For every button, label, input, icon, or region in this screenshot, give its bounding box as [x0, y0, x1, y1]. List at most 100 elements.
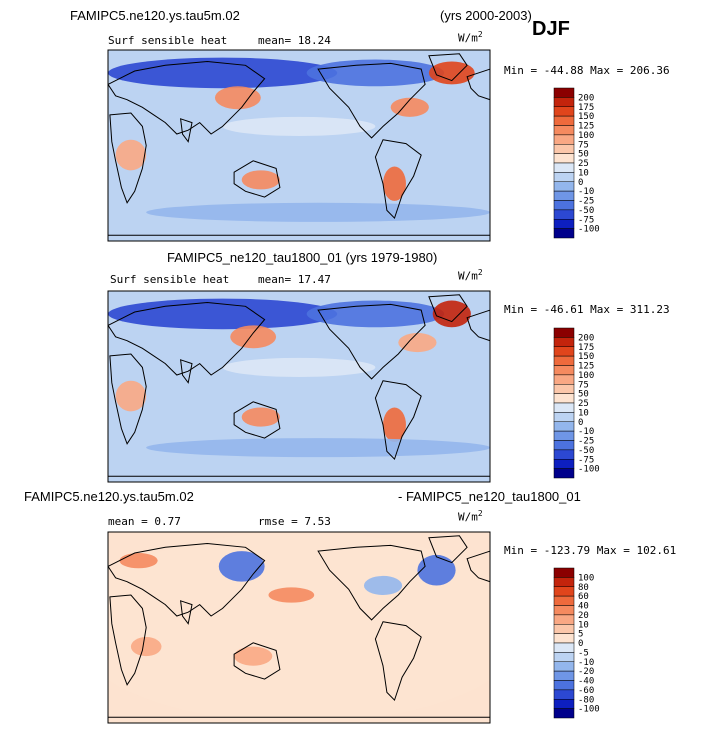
- colorbar-tick-label: 75: [578, 380, 589, 390]
- coastline: [374, 380, 422, 461]
- colorbar-cell: [553, 97, 575, 107]
- coastline: [317, 62, 426, 139]
- colorbar-tick-label: 200: [578, 93, 594, 103]
- colorbar-cell: [553, 87, 575, 98]
- map-frame: [107, 49, 491, 242]
- panel1-units-exp: 2: [477, 30, 483, 39]
- coastline: [317, 544, 426, 621]
- colorbar-tick-label: 150: [578, 352, 594, 362]
- colorbar-tick-label: -50: [578, 446, 594, 456]
- colorbar-cell: [553, 605, 575, 616]
- colorbar-cell: [553, 125, 575, 136]
- field-region: [268, 587, 315, 603]
- coastline: [108, 475, 490, 482]
- coastline: [180, 118, 193, 143]
- panel1-units: W/m2: [458, 30, 483, 45]
- panel3-units-exp: 2: [477, 509, 483, 518]
- field-region: [306, 300, 445, 328]
- colorbar-cell: [553, 680, 575, 691]
- panel1-units-base: W/m: [458, 31, 478, 45]
- coastline: [233, 160, 281, 198]
- colorbar-tick-label: -50: [578, 206, 594, 216]
- colorbar-cell: [553, 384, 575, 394]
- panel2-units-exp: 2: [477, 268, 483, 277]
- colorbar-tick-label: 20: [578, 611, 589, 621]
- field-region: [383, 166, 406, 201]
- colorbar-tick-label: 125: [578, 362, 594, 372]
- header-left-title: FAMIPC5.ne120.ys.tau5m.02: [70, 8, 240, 23]
- coastline: [466, 550, 490, 583]
- colorbar-cell: [553, 346, 575, 357]
- colorbar-tick-label: 75: [578, 140, 589, 150]
- colorbar-cell: [553, 172, 575, 182]
- colorbar-cell: [553, 162, 575, 173]
- field-region: [222, 116, 376, 136]
- colorbar-cell: [553, 586, 575, 597]
- colorbar-tick-label: -10: [578, 427, 594, 437]
- colorbar-cell: [553, 689, 575, 700]
- panel1-mean: mean= 18.24: [258, 34, 331, 47]
- colorbar-cell: [553, 219, 575, 229]
- panel2-units: W/m2: [458, 268, 483, 283]
- field-region: [146, 438, 490, 458]
- colorbar-cell: [553, 577, 575, 587]
- colorbar-tick-label: -100: [578, 705, 600, 715]
- colorbar-cell: [553, 670, 575, 681]
- panel2-minmax: Min = -46.61 Max = 311.23: [504, 303, 670, 316]
- field-region: [130, 637, 162, 657]
- colorbar-tick-label: 80: [578, 583, 589, 593]
- panel1-variable: Surf sensible heat: [108, 34, 228, 47]
- colorbar-tick-label: -10: [578, 658, 594, 668]
- colorbar-cell: [553, 327, 575, 338]
- field-region: [398, 333, 437, 353]
- coastline: [108, 60, 266, 135]
- colorbar-tick-label: 25: [578, 159, 589, 169]
- field-region: [363, 575, 403, 596]
- colorbar-cell: [553, 209, 575, 220]
- colorbar-cell: [553, 567, 575, 578]
- colorbar-cell: [553, 134, 575, 145]
- panel3-units-base: W/m: [458, 510, 478, 524]
- colorbar-cell: [553, 412, 575, 422]
- coastline: [180, 359, 193, 384]
- field-region: [306, 59, 445, 87]
- panel2-title: FAMIPC5_ne120_tau1800_01 (yrs 1979-1980): [167, 250, 438, 265]
- map-panel-1: [107, 49, 491, 242]
- coastline: [180, 600, 193, 625]
- panel1-minmax: Min = -44.88 Max = 206.36: [504, 64, 670, 77]
- colorbar-tick-label: 125: [578, 122, 594, 132]
- colorbar-tick-label: -75: [578, 215, 594, 225]
- colorbar-tick-label: -20: [578, 667, 594, 677]
- colorbar-tick-label: 10: [578, 408, 589, 418]
- colorbar-cell: [553, 200, 575, 211]
- colorbar-tick-label: -5: [578, 648, 589, 658]
- field-region: [115, 139, 147, 171]
- panel3-units: W/m2: [458, 509, 483, 524]
- map-frame: [107, 290, 491, 483]
- coastline: [108, 542, 266, 617]
- field-region: [146, 202, 490, 222]
- colorbar-cell: [553, 624, 575, 634]
- colorbar-cell: [553, 393, 575, 404]
- field-region: [119, 553, 158, 569]
- coastline: [428, 535, 468, 564]
- colorbar-cell: [553, 190, 575, 201]
- field-region: [214, 86, 261, 110]
- colorbar-tick-label: 25: [578, 399, 589, 409]
- colorbar-cell: [553, 153, 575, 164]
- colorbar-cell: [553, 402, 575, 413]
- field-region: [234, 646, 273, 666]
- colorbar-cell: [553, 421, 575, 432]
- coastline: [109, 112, 147, 204]
- season-label: DJF: [532, 18, 570, 40]
- coastline: [109, 594, 147, 686]
- field-region: [115, 380, 147, 412]
- colorbar-tick-label: 200: [578, 333, 594, 343]
- colorbar-tick-label: -25: [578, 437, 594, 447]
- colorbar-tick-label: 0: [578, 639, 583, 649]
- colorbar-cell: [553, 365, 575, 376]
- coastline: [428, 53, 468, 82]
- colorbar-cell: [553, 661, 575, 672]
